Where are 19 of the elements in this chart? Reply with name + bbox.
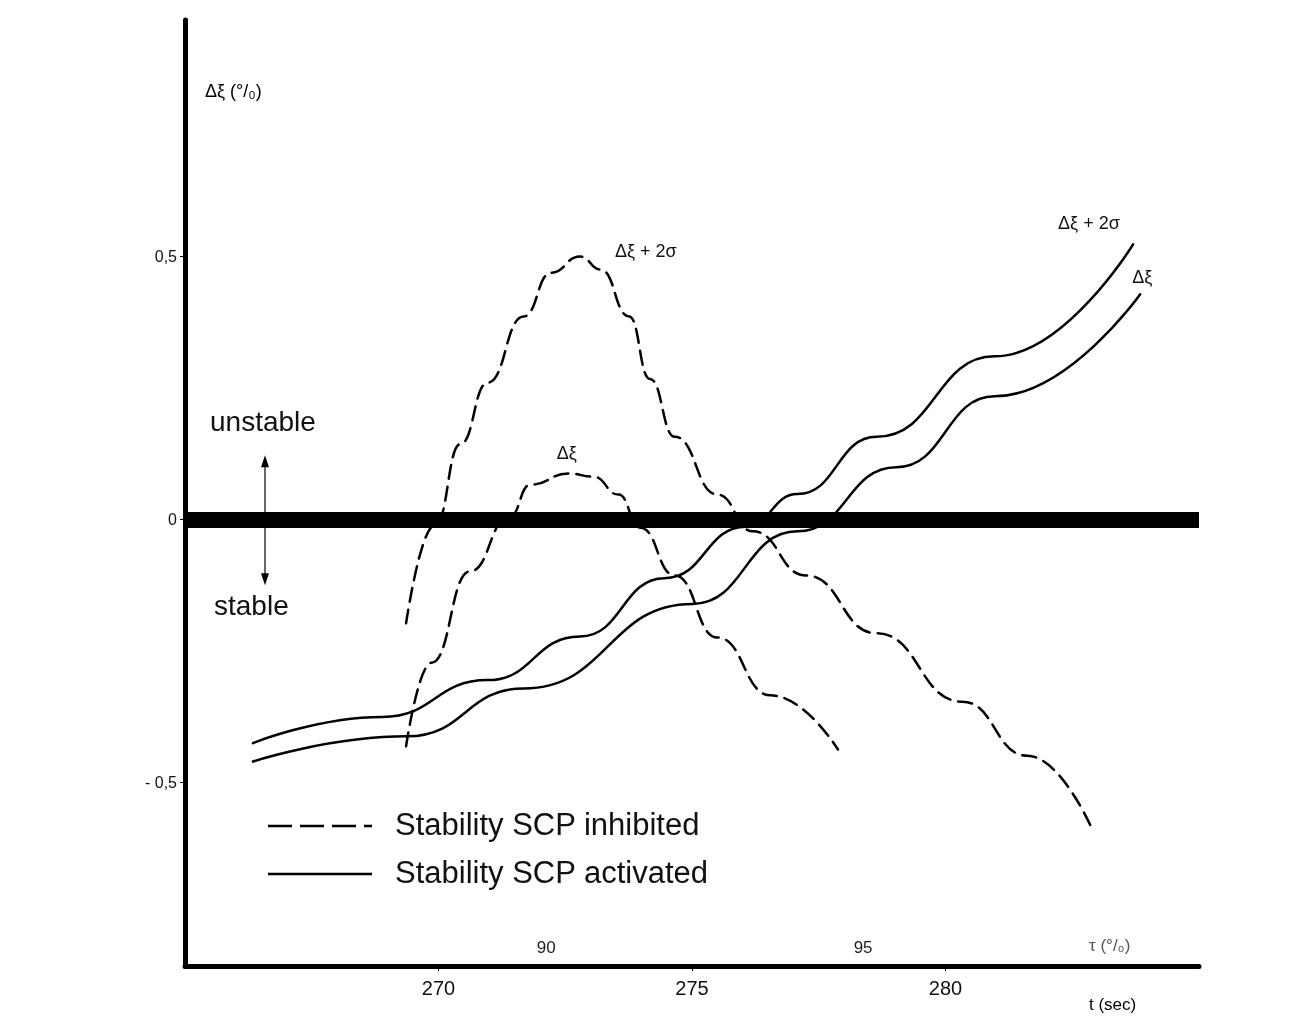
y-tick-label: - 0,5	[144, 773, 178, 791]
x-axis-title: t (sec)	[1089, 995, 1137, 1014]
series-label: Δξ + 2σ	[1058, 213, 1120, 234]
x-tick-label: 275	[675, 977, 709, 999]
series-label: Δξ + 2σ	[614, 240, 677, 261]
series-label: Δξ	[556, 442, 577, 463]
annotation: Stability SCP inhibited	[395, 807, 700, 842]
annotation: stable	[214, 589, 289, 621]
x-tick-label: 280	[928, 977, 963, 999]
y-axis-title: Δξ (°/₀)	[205, 81, 262, 101]
annotation: unstable	[210, 405, 316, 437]
series-label: Δξ	[1132, 267, 1153, 288]
x-tick-label: 270	[421, 977, 456, 999]
x2-tick-label: 90	[536, 938, 556, 957]
annotation: Stability SCP activated	[395, 855, 709, 890]
x2-axis-title: τ (°/₀)	[1089, 936, 1131, 955]
y-tick-label: 0,5	[154, 248, 178, 265]
y-tick-label: 0	[168, 510, 178, 528]
x2-tick-label: 95	[853, 938, 873, 957]
